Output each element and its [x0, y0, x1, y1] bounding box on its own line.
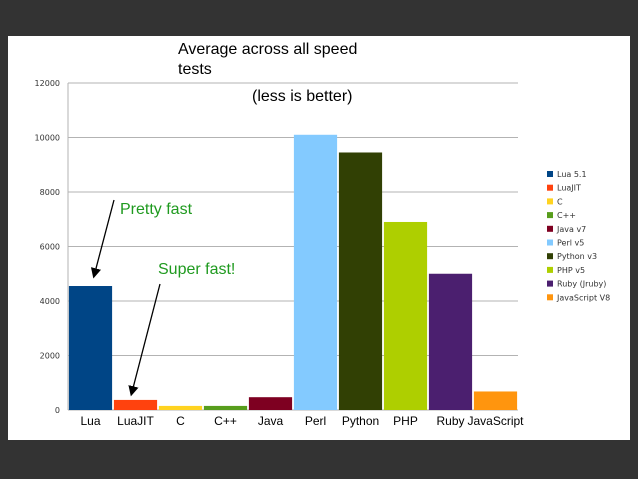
bar-c: [158, 405, 203, 410]
legend-swatch: [547, 198, 553, 205]
x-tick-label: Perl: [305, 414, 326, 428]
chart-title-line-2: tests: [178, 61, 212, 78]
legend-swatch: [547, 184, 553, 191]
annotation-pretty-fast: Pretty fast: [120, 201, 193, 218]
annotation-super-fast: Super fast!: [158, 261, 235, 278]
chart-subtitle: (less is better): [252, 88, 353, 105]
bar-java: [248, 397, 293, 410]
legend-label: Ruby (Jruby): [557, 280, 606, 289]
legend-label: C: [557, 197, 563, 206]
y-tick-label: 10000: [35, 134, 60, 143]
y-tick-label: 4000: [40, 297, 60, 306]
legend-label: C++: [557, 211, 576, 220]
x-tick-label: C++: [214, 414, 237, 428]
x-axis-labels: Lua LuaJIT C C++ Java Perl Python PHP Ruby JavaSc…: [80, 414, 524, 428]
x-tick-label: Lua: [80, 414, 100, 428]
legend: Lua 5.1 LuaJIT C C++ Java v7 Perl v5 Python v3…: [547, 170, 610, 302]
legend-label: PHP v5: [557, 266, 585, 275]
legend-swatch: [547, 266, 553, 273]
bar-python: [338, 152, 383, 411]
slide: Average across all speed tests (less is …: [8, 36, 630, 440]
legend-swatch: [547, 212, 553, 219]
legend-label: LuaJIT: [557, 184, 581, 193]
annotation-arrow-luajit: [128, 283, 161, 397]
bar-c-: [203, 405, 248, 410]
bar-perl: [293, 134, 338, 410]
x-tick-label: JavaScript: [467, 414, 524, 428]
legend-swatch: [547, 239, 553, 246]
bars: [68, 134, 518, 411]
legend-label: Perl v5: [557, 239, 584, 248]
x-tick-label: Ruby: [436, 414, 464, 428]
legend-swatch: [547, 280, 553, 287]
y-tick-label: 6000: [40, 243, 60, 252]
legend-label: Python v3: [557, 252, 597, 261]
x-tick-label: PHP: [393, 414, 418, 428]
x-tick-label: LuaJIT: [117, 414, 154, 428]
x-tick-label: Python: [342, 414, 379, 428]
y-tick-label: 0: [55, 406, 60, 415]
annotations: Pretty fast Super fast!: [90, 199, 235, 397]
legend-swatch: [547, 225, 553, 232]
y-tick-label: 12000: [35, 79, 60, 88]
legend-label: JavaScript V8: [556, 293, 610, 302]
bar-javascript: [473, 391, 518, 410]
bar-chart: 0 2000 4000 6000 8000 10000 12000 Lua LuaJIT C C+…: [35, 79, 611, 428]
y-tick-label: 8000: [40, 188, 60, 197]
bar-php: [383, 221, 428, 410]
legend-label: Java v7: [556, 225, 586, 234]
annotation-arrow-lua: [90, 199, 115, 279]
x-tick-label: Java: [258, 414, 284, 428]
legend-label: Lua 5.1: [557, 170, 587, 179]
chart-title-line-1: Average across all speed: [178, 41, 358, 58]
bar-lua: [68, 286, 113, 410]
bar-luajit: [113, 399, 158, 410]
legend-swatch: [547, 171, 553, 177]
y-tick-label: 2000: [40, 352, 60, 361]
legend-swatch: [547, 253, 553, 260]
x-tick-label: C: [176, 414, 185, 428]
legend-swatch: [547, 294, 553, 301]
bar-ruby: [428, 273, 473, 410]
y-axis-ticks: 0 2000 4000 6000 8000 10000 12000: [35, 79, 60, 415]
